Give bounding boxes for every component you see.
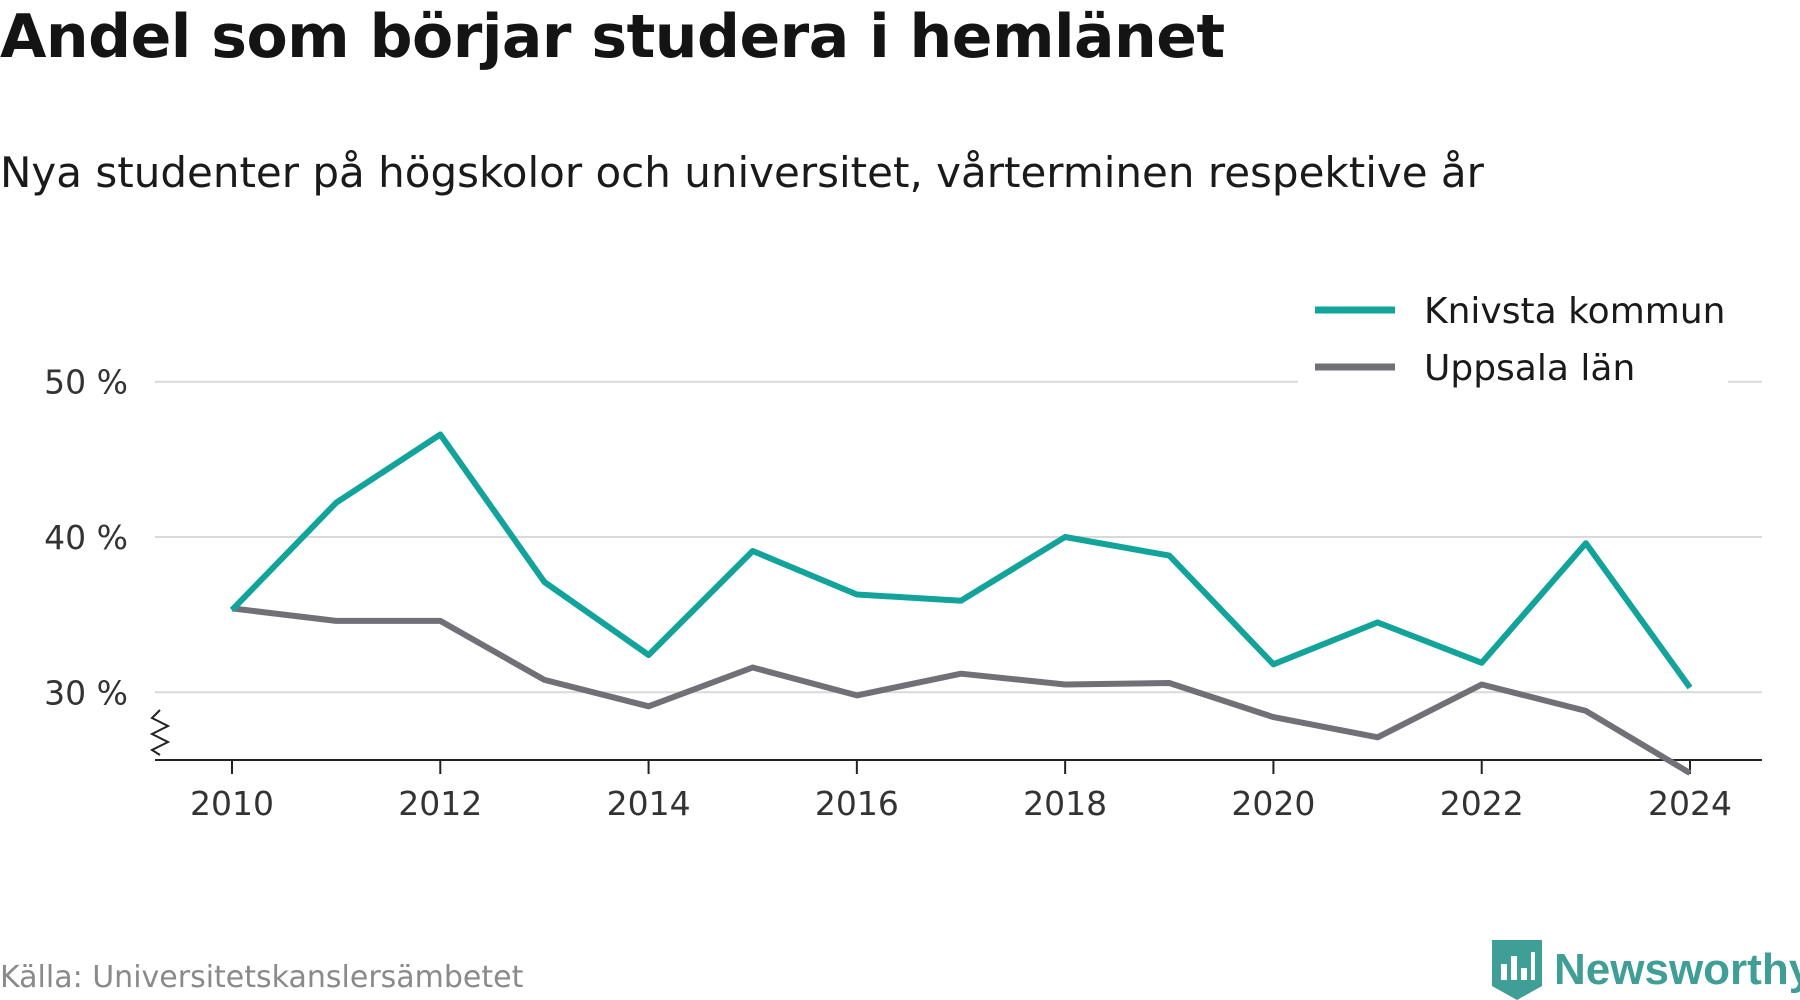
x-axis [149,709,1762,761]
y-axis-ticks: 30 % 40 % 50 % [44,363,128,713]
x-tick-label: 2020 [1231,784,1315,823]
source-note: Källa: Universitetskanslersämbetet [0,960,524,995]
series-line-uppsala-län [231,605,1692,776]
x-tick-label: 2018 [1023,784,1107,823]
legend-label: Knivsta kommun [1424,291,1725,332]
gridlines [155,380,1762,694]
chart-title: Andel som börjar studera i hemlänet [0,2,1225,72]
legend-label: Uppsala län [1424,348,1635,389]
series-lines [229,431,1693,776]
x-tick-label: 2022 [1440,784,1524,823]
brand-name: Newsworthy [1554,945,1800,994]
axis-break-icon [149,709,171,756]
y-tick-label: 50 % [44,363,128,402]
x-tick-label: 2012 [398,784,482,823]
y-tick-label: 40 % [44,518,128,557]
y-tick-label: 30 % [44,673,128,712]
legend: Knivsta kommun Uppsala län [1298,270,1728,400]
x-tick-label: 2010 [190,784,274,823]
newsworthy-logo-icon [1492,940,1542,1000]
x-tick-label: 2024 [1648,784,1732,823]
x-tick-label: 2014 [607,784,691,823]
series-line-knivsta-kommun [229,431,1693,690]
x-tick-label: 2016 [815,784,899,823]
x-axis-ticks: 2010 2012 2014 2016 2018 2020 2022 2024 [190,760,1732,823]
legend-background [1298,270,1728,400]
chart-subtitle: Nya studenter på högskolor och universit… [0,148,1484,197]
brand[interactable]: Newsworthy [1492,940,1800,1000]
